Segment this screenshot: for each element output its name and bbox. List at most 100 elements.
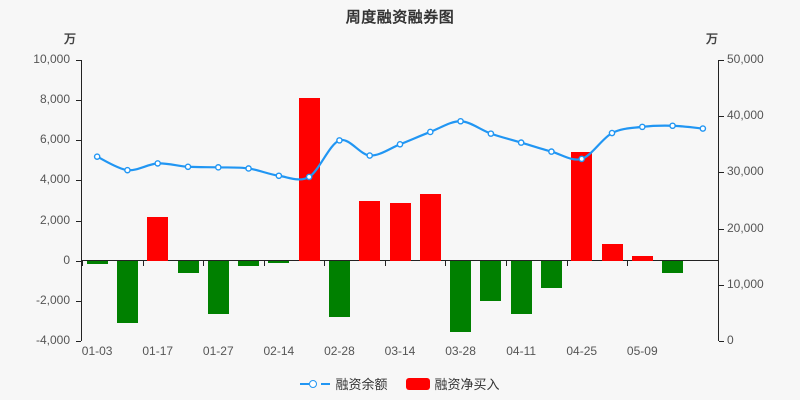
x-tick-label: 04-25: [566, 344, 598, 358]
bar-04-04[interactable]: [480, 260, 501, 301]
line-point-01-17[interactable]: [154, 160, 162, 167]
bar-02-07[interactable]: [238, 260, 259, 266]
bar-02-21[interactable]: [299, 98, 320, 261]
left-tick-mark: [76, 220, 81, 222]
left-axis-line: [81, 60, 82, 341]
right-axis-unit-label: 万: [706, 32, 719, 46]
x-tick-mark: [203, 261, 204, 266]
balance-line-markers: [93, 117, 707, 181]
right-tick-mark: [719, 116, 724, 118]
left-tick-label: 4,000: [39, 172, 70, 187]
balance-line-path: [96, 120, 704, 181]
bar-01-10[interactable]: [117, 260, 138, 323]
x-tick-mark: [143, 261, 144, 266]
x-tick-label: 01-17: [142, 344, 174, 358]
bar-05-02[interactable]: [602, 243, 623, 261]
x-tick-label: 05-09: [626, 344, 658, 358]
bar-01-24[interactable]: [178, 260, 199, 273]
x-tick-mark: [445, 261, 446, 266]
bar-04-18[interactable]: [541, 260, 562, 288]
line-point-05-23[interactable]: [699, 125, 707, 132]
line-point-04-18[interactable]: [548, 148, 555, 155]
x-tick-label: 02-28: [324, 344, 355, 358]
bar-05-16[interactable]: [662, 260, 683, 273]
x-tick-label: 04-11: [506, 344, 537, 358]
bar-02-14[interactable]: [268, 260, 289, 263]
line-point-04-04[interactable]: [487, 130, 495, 137]
line-point-03-21[interactable]: [426, 128, 434, 136]
bar-01-03[interactable]: [87, 260, 108, 264]
x-tick-label: 02-14: [263, 344, 295, 358]
bar-01-27[interactable]: [208, 260, 229, 314]
right-tick-label: 50,000: [727, 52, 764, 66]
legend-label-net-buy: 融资净买入: [434, 377, 500, 392]
left-tick-label: -4,000: [35, 333, 70, 347]
right-tick-mark: [719, 341, 724, 342]
legend-item-net-buy[interactable]: 融资净买入: [405, 374, 500, 393]
line-point-05-09[interactable]: [638, 123, 646, 131]
left-tick-mark: [76, 100, 81, 102]
bar-05-09[interactable]: [632, 255, 653, 261]
left-tick-mark: [76, 341, 81, 342]
x-tick-label: 01-03: [81, 344, 113, 358]
left-tick-label: 2,000: [39, 212, 70, 227]
chart-legend: 融资余额 融资净买入: [0, 374, 800, 393]
x-tick-label: 03-14: [384, 344, 416, 358]
line-point-02-28[interactable]: [336, 137, 343, 144]
bar-01-17[interactable]: [147, 216, 168, 261]
x-tick-label: 01-27: [202, 344, 234, 358]
bar-04-25[interactable]: [571, 152, 592, 261]
line-point-03-14[interactable]: [396, 140, 404, 148]
right-tick-label: 20,000: [727, 220, 764, 235]
line-point-01-27[interactable]: [214, 164, 222, 171]
right-tick-label: 0: [727, 333, 734, 347]
line-point-05-16[interactable]: [669, 122, 676, 130]
x-tick-mark: [385, 261, 386, 266]
bar-03-07[interactable]: [359, 200, 380, 261]
x-tick-mark: [567, 261, 568, 266]
right-axis-line: [718, 60, 719, 341]
x-tick-mark: [627, 261, 628, 266]
left-tick-mark: [76, 140, 81, 142]
right-tick-mark: [719, 60, 724, 61]
right-tick-mark: [719, 284, 724, 286]
line-point-03-07[interactable]: [366, 152, 374, 159]
line-point-02-14[interactable]: [275, 172, 283, 180]
chart-title: 周度融资融券图: [345, 9, 455, 26]
left-tick-label: 0: [63, 252, 70, 267]
left-tick-mark: [76, 260, 81, 262]
line-point-02-07[interactable]: [245, 165, 252, 172]
line-point-01-24[interactable]: [184, 163, 192, 171]
line-point-01-10[interactable]: [124, 166, 131, 174]
left-tick-mark: [76, 300, 81, 302]
x-tick-mark: [264, 261, 265, 266]
legend-item-balance[interactable]: 融资余额: [300, 374, 388, 393]
left-tick-label: 8,000: [39, 92, 70, 107]
right-tick-mark: [719, 228, 724, 230]
bar-04-11[interactable]: [511, 260, 532, 314]
x-tick-mark: [82, 261, 83, 266]
bar-03-14[interactable]: [390, 202, 411, 261]
x-tick-mark: [324, 261, 325, 266]
right-tick-label: 30,000: [727, 164, 764, 179]
right-tick-label: 40,000: [727, 108, 764, 123]
right-tick-label: 10,000: [727, 276, 764, 291]
bar-03-28[interactable]: [450, 260, 471, 332]
left-tick-mark: [76, 180, 81, 182]
x-tick-label: 03-28: [445, 344, 476, 358]
line-point-03-28[interactable]: [457, 117, 464, 125]
left-tick-mark: [76, 60, 81, 61]
line-point-05-02[interactable]: [608, 129, 616, 137]
left-tick-label: -2,000: [35, 292, 70, 307]
left-axis-unit-label: 万: [64, 32, 77, 46]
left-tick-label: 6,000: [39, 132, 70, 147]
line-point-04-11[interactable]: [517, 139, 525, 146]
bar-02-28[interactable]: [329, 260, 350, 317]
bar-03-21[interactable]: [420, 194, 441, 261]
line-legend-icon: [300, 378, 331, 390]
line-point-01-03[interactable]: [93, 153, 101, 160]
left-tick-label: 10,000: [33, 52, 70, 66]
right-tick-mark: [719, 172, 724, 174]
